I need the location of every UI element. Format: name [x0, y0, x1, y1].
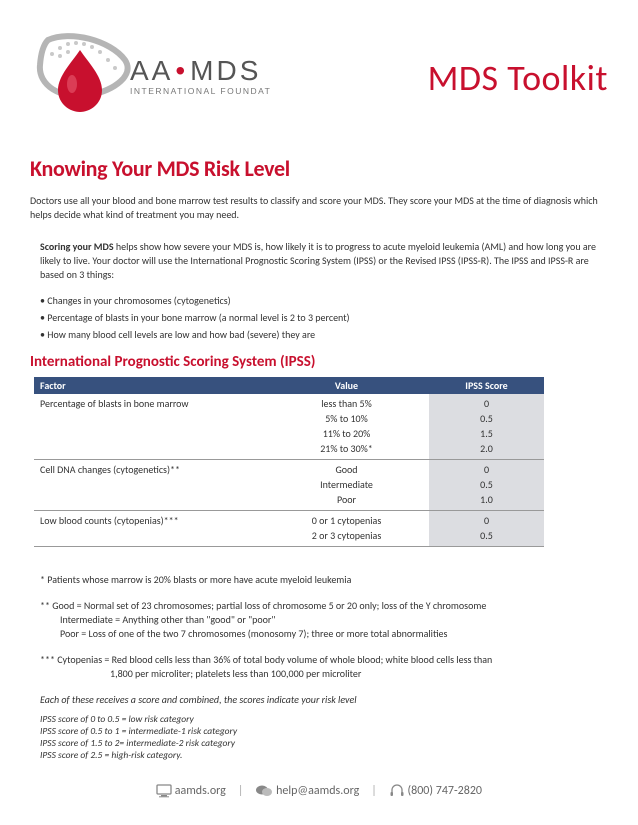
- footnotes: * Patients whose marrow is 20% blasts or…: [30, 573, 608, 681]
- table-row: 2 or 3 cytopenias 0.5: [34, 528, 544, 547]
- scoring-label: Scoring your MDS: [40, 240, 114, 253]
- page-title: Knowing Your MDS Risk Level: [30, 155, 608, 182]
- bullet-item: • How many blood cell levels are low and…: [40, 326, 608, 343]
- toolkit-title: MDS Toolkit: [428, 56, 608, 100]
- ipss-title: International Prognostic Scoring System …: [30, 353, 608, 371]
- risk-intro: Each of these receives a score and combi…: [30, 693, 608, 706]
- monitor-icon: [156, 784, 172, 798]
- footnote-2: ** Good = Normal set of 23 chromosomes; …: [30, 599, 608, 641]
- footnote-3: *** Cytopenias = Red blood cells less th…: [30, 653, 608, 681]
- risk-line: IPSS score of 2.5 = high-risk category.: [40, 750, 608, 762]
- footer-phone: (800) 747-2820: [389, 784, 482, 798]
- scoring-text: helps show how severe your MDS is, how l…: [40, 240, 596, 281]
- logo-text-mds: MDS: [190, 55, 261, 86]
- table-row: 5% to 10% 0.5: [34, 411, 544, 426]
- table-header-row: Factor Value IPSS Score: [34, 377, 544, 394]
- table-row: Intermediate 0.5: [34, 477, 544, 492]
- col-score: IPSS Score: [429, 377, 544, 394]
- bullet-list: • Changes in your chromosomes (cytogenet…: [30, 292, 608, 343]
- logo-text-aa: AA: [130, 55, 173, 86]
- intro-paragraph: Doctors use all your blood and bone marr…: [30, 194, 608, 222]
- footnote-1: * Patients whose marrow is 20% blasts or…: [30, 573, 608, 587]
- header: AA•MDS INTERNATIONAL FOUNDATION MDS Tool…: [30, 30, 608, 125]
- table-row: 21% to 30%* 2.0: [34, 441, 544, 460]
- footer: aamds.org | help@aamds.org | (800) 747-2…: [30, 784, 608, 798]
- col-factor: Factor: [34, 377, 264, 394]
- headset-icon: [389, 784, 405, 798]
- bullet-item: • Percentage of blasts in your bone marr…: [40, 309, 608, 326]
- risk-line: IPSS score of 0.5 to 1 = intermediate-1 …: [40, 726, 608, 738]
- footer-email: help@aamds.org: [255, 784, 359, 798]
- table-row: 11% to 20% 1.5: [34, 426, 544, 441]
- table-row: Cell DNA changes (cytogenetics)** Good 0: [34, 460, 544, 478]
- chat-icon: [255, 784, 273, 798]
- risk-categories: IPSS score of 0 to 0.5 = low risk catego…: [30, 714, 608, 762]
- logo-subtitle: INTERNATIONAL FOUNDATION: [130, 86, 270, 96]
- risk-line: IPSS score of 1.5 to 2= intermediate-2 r…: [40, 738, 608, 750]
- col-value: Value: [264, 377, 429, 394]
- svg-text:AA•MDS: AA•MDS: [130, 55, 261, 86]
- logo: AA•MDS INTERNATIONAL FOUNDATION: [30, 30, 270, 125]
- footer-web: aamds.org: [156, 784, 226, 798]
- bullet-item: • Changes in your chromosomes (cytogenet…: [40, 292, 608, 309]
- scoring-paragraph: Scoring your MDS helps show how severe y…: [30, 240, 608, 282]
- table-row: Poor 1.0: [34, 492, 544, 511]
- table-row: Percentage of blasts in bone marrow less…: [34, 394, 544, 411]
- table-row: Low blood counts (cytopenias)*** 0 or 1 …: [34, 511, 544, 529]
- ipss-table: Factor Value IPSS Score Percentage of bl…: [34, 377, 544, 547]
